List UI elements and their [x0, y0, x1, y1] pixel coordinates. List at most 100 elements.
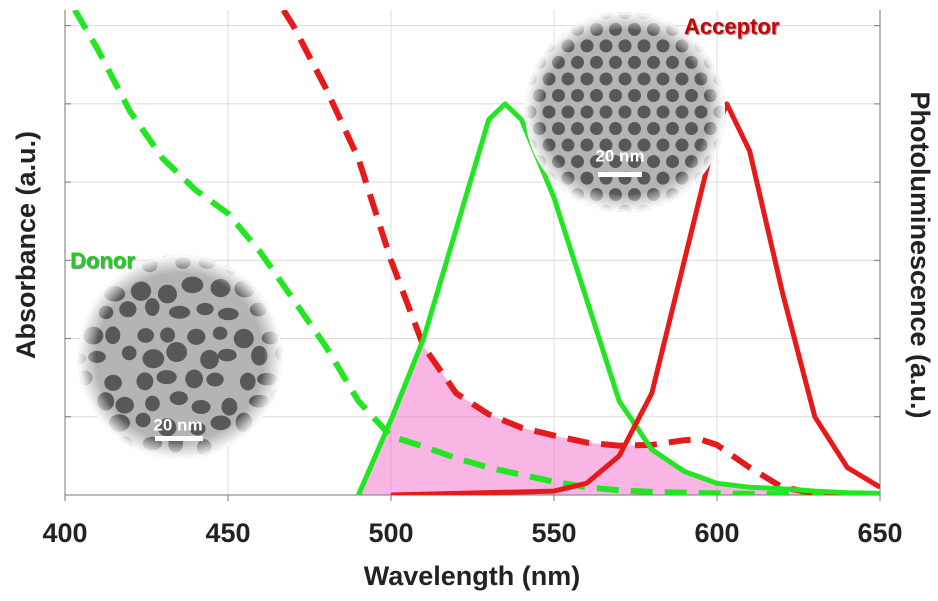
particle — [514, 56, 527, 69]
particle — [209, 464, 228, 477]
particle — [18, 442, 37, 459]
particle — [290, 423, 310, 437]
particle — [252, 488, 267, 506]
particle — [312, 283, 329, 295]
particle — [723, 188, 736, 201]
particle — [733, 39, 746, 52]
particle — [312, 418, 330, 437]
particle — [305, 487, 321, 500]
particle — [74, 417, 94, 435]
particle — [42, 212, 57, 231]
particle — [278, 260, 294, 275]
particle — [196, 215, 215, 229]
particle — [505, 139, 518, 152]
x-tick-label: 400 — [42, 518, 87, 548]
particle — [733, 72, 746, 85]
particle — [289, 370, 303, 386]
particle — [505, 72, 518, 85]
particle — [742, 122, 755, 135]
particle — [714, 205, 727, 218]
particle — [270, 484, 289, 499]
particle — [714, 39, 727, 52]
particle — [27, 464, 48, 482]
tem-image — [9, 207, 361, 507]
particle — [313, 463, 333, 478]
particle — [299, 218, 317, 232]
x-tick-label: 650 — [857, 518, 902, 548]
particle — [714, 172, 727, 185]
particle — [676, 205, 689, 218]
tem-fade — [525, 12, 725, 212]
x-axis-label: Wavelength (nm) — [364, 561, 581, 591]
particle — [733, 205, 746, 218]
particle — [39, 308, 58, 323]
particle — [313, 240, 332, 256]
particle — [524, 205, 537, 218]
y2-axis-label: Photoluminescence (a.u.) — [905, 91, 935, 418]
particle — [326, 256, 340, 273]
particle — [581, 6, 594, 19]
particle — [304, 391, 318, 404]
particle — [284, 459, 301, 478]
particle — [514, 23, 527, 36]
particle — [44, 261, 60, 280]
particle — [96, 482, 117, 495]
particle — [34, 444, 56, 457]
particle — [505, 39, 518, 52]
particle — [211, 232, 228, 247]
particle — [581, 205, 594, 218]
particle — [153, 461, 173, 474]
particle — [154, 237, 175, 257]
particle — [742, 188, 755, 201]
particle — [25, 419, 44, 432]
particle — [249, 436, 270, 452]
particle — [298, 347, 313, 362]
particle — [332, 304, 347, 318]
particle — [69, 211, 85, 229]
particle — [39, 490, 56, 505]
scale-bar — [598, 172, 642, 177]
particle — [562, 6, 575, 19]
particle — [129, 235, 149, 248]
particle — [304, 440, 320, 458]
particle — [14, 484, 33, 496]
particle — [733, 172, 746, 185]
y-axis-label: Absorbance (a.u.) — [11, 131, 41, 359]
particle — [514, 155, 527, 168]
particle — [505, 205, 518, 218]
particle — [742, 56, 755, 69]
particle — [275, 210, 290, 229]
particle — [293, 326, 309, 340]
particle — [56, 279, 71, 298]
particle — [327, 401, 341, 413]
particle — [63, 392, 84, 410]
particle — [723, 89, 736, 102]
particle — [723, 155, 736, 168]
particle — [120, 210, 138, 226]
particle — [170, 483, 190, 501]
particle — [657, 6, 670, 19]
particle — [278, 303, 294, 320]
annotation: Acceptor — [684, 14, 780, 39]
particle — [505, 6, 518, 19]
particle — [95, 210, 113, 224]
particle — [53, 417, 68, 433]
particle — [13, 398, 33, 411]
particle — [335, 240, 356, 254]
particle — [290, 233, 305, 253]
scale-label: 20 nm — [153, 415, 202, 434]
particle — [80, 280, 101, 297]
annotation: Donor — [70, 248, 135, 273]
chart: 400450500550600650DonorAcceptor20 nm20 n… — [0, 0, 938, 596]
particle — [723, 56, 736, 69]
particle — [289, 279, 308, 292]
scale-bar — [155, 436, 203, 441]
particle — [327, 212, 347, 229]
particle — [514, 89, 527, 102]
particle — [323, 482, 342, 500]
particle — [533, 188, 546, 201]
particle — [330, 443, 347, 460]
particle — [524, 6, 537, 19]
particle — [165, 214, 187, 228]
particle — [339, 460, 354, 473]
